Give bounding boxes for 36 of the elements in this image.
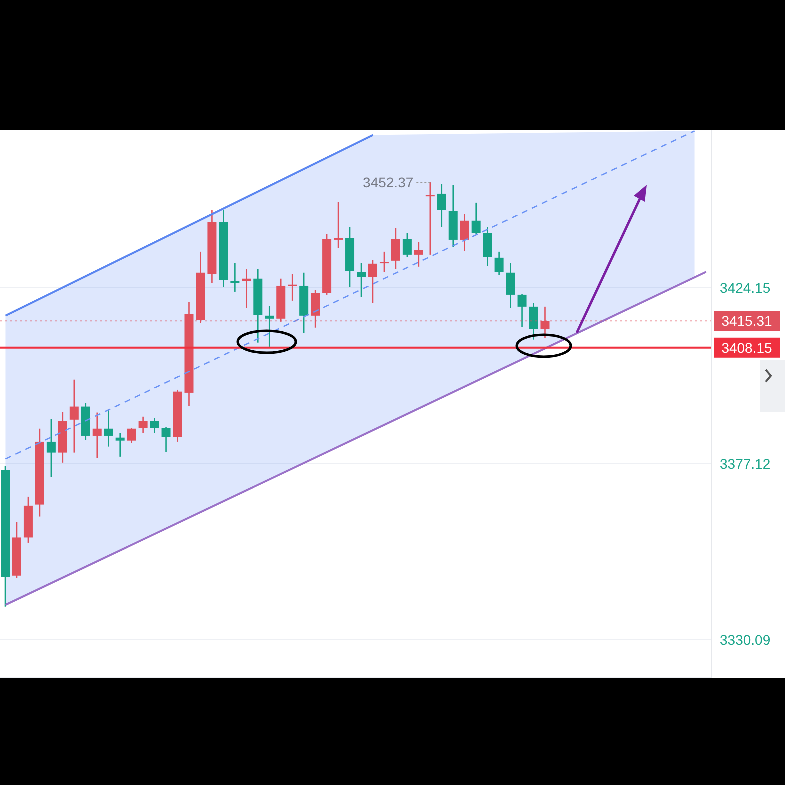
candlestick: [402, 232, 412, 258]
candlestick: [357, 262, 366, 298]
candlestick: [138, 416, 148, 434]
candlestick: [162, 426, 171, 453]
candlestick: [380, 251, 389, 273]
candlestick: [334, 202, 344, 249]
y-tick-label: 3330.09: [720, 632, 771, 648]
candlestick: [437, 184, 446, 228]
ref-line-label: 3408.15: [722, 340, 773, 356]
candlestick: [70, 379, 79, 454]
y-tick-label: 3424.15: [720, 280, 771, 296]
candlestick: [104, 409, 114, 448]
candlestick: [311, 289, 320, 329]
candlestick: [116, 432, 125, 458]
candlestick: [529, 302, 538, 340]
candlestick: [368, 260, 378, 304]
candlestick: [460, 214, 470, 252]
candlestick: [92, 412, 102, 459]
candlestick: [426, 182, 435, 256]
candlestick: [391, 227, 400, 270]
candlestick: [518, 294, 527, 328]
candlestick: [230, 262, 240, 293]
candlestick: [494, 251, 504, 276]
candlestick: [540, 306, 550, 339]
y-tick-label: 3377.12: [720, 456, 771, 472]
candlestick: [46, 418, 56, 478]
annotation: 3452.37: [363, 174, 414, 190]
candlestick: [288, 273, 298, 302]
candlestick: [127, 427, 136, 444]
candlestick: [414, 242, 424, 268]
candlestick: [483, 226, 492, 267]
candlestick: [150, 417, 160, 434]
candlestick: [472, 202, 481, 235]
ref-line-label: 3415.31: [722, 313, 773, 330]
candlestick: [506, 262, 516, 309]
candlestick: [265, 306, 274, 348]
